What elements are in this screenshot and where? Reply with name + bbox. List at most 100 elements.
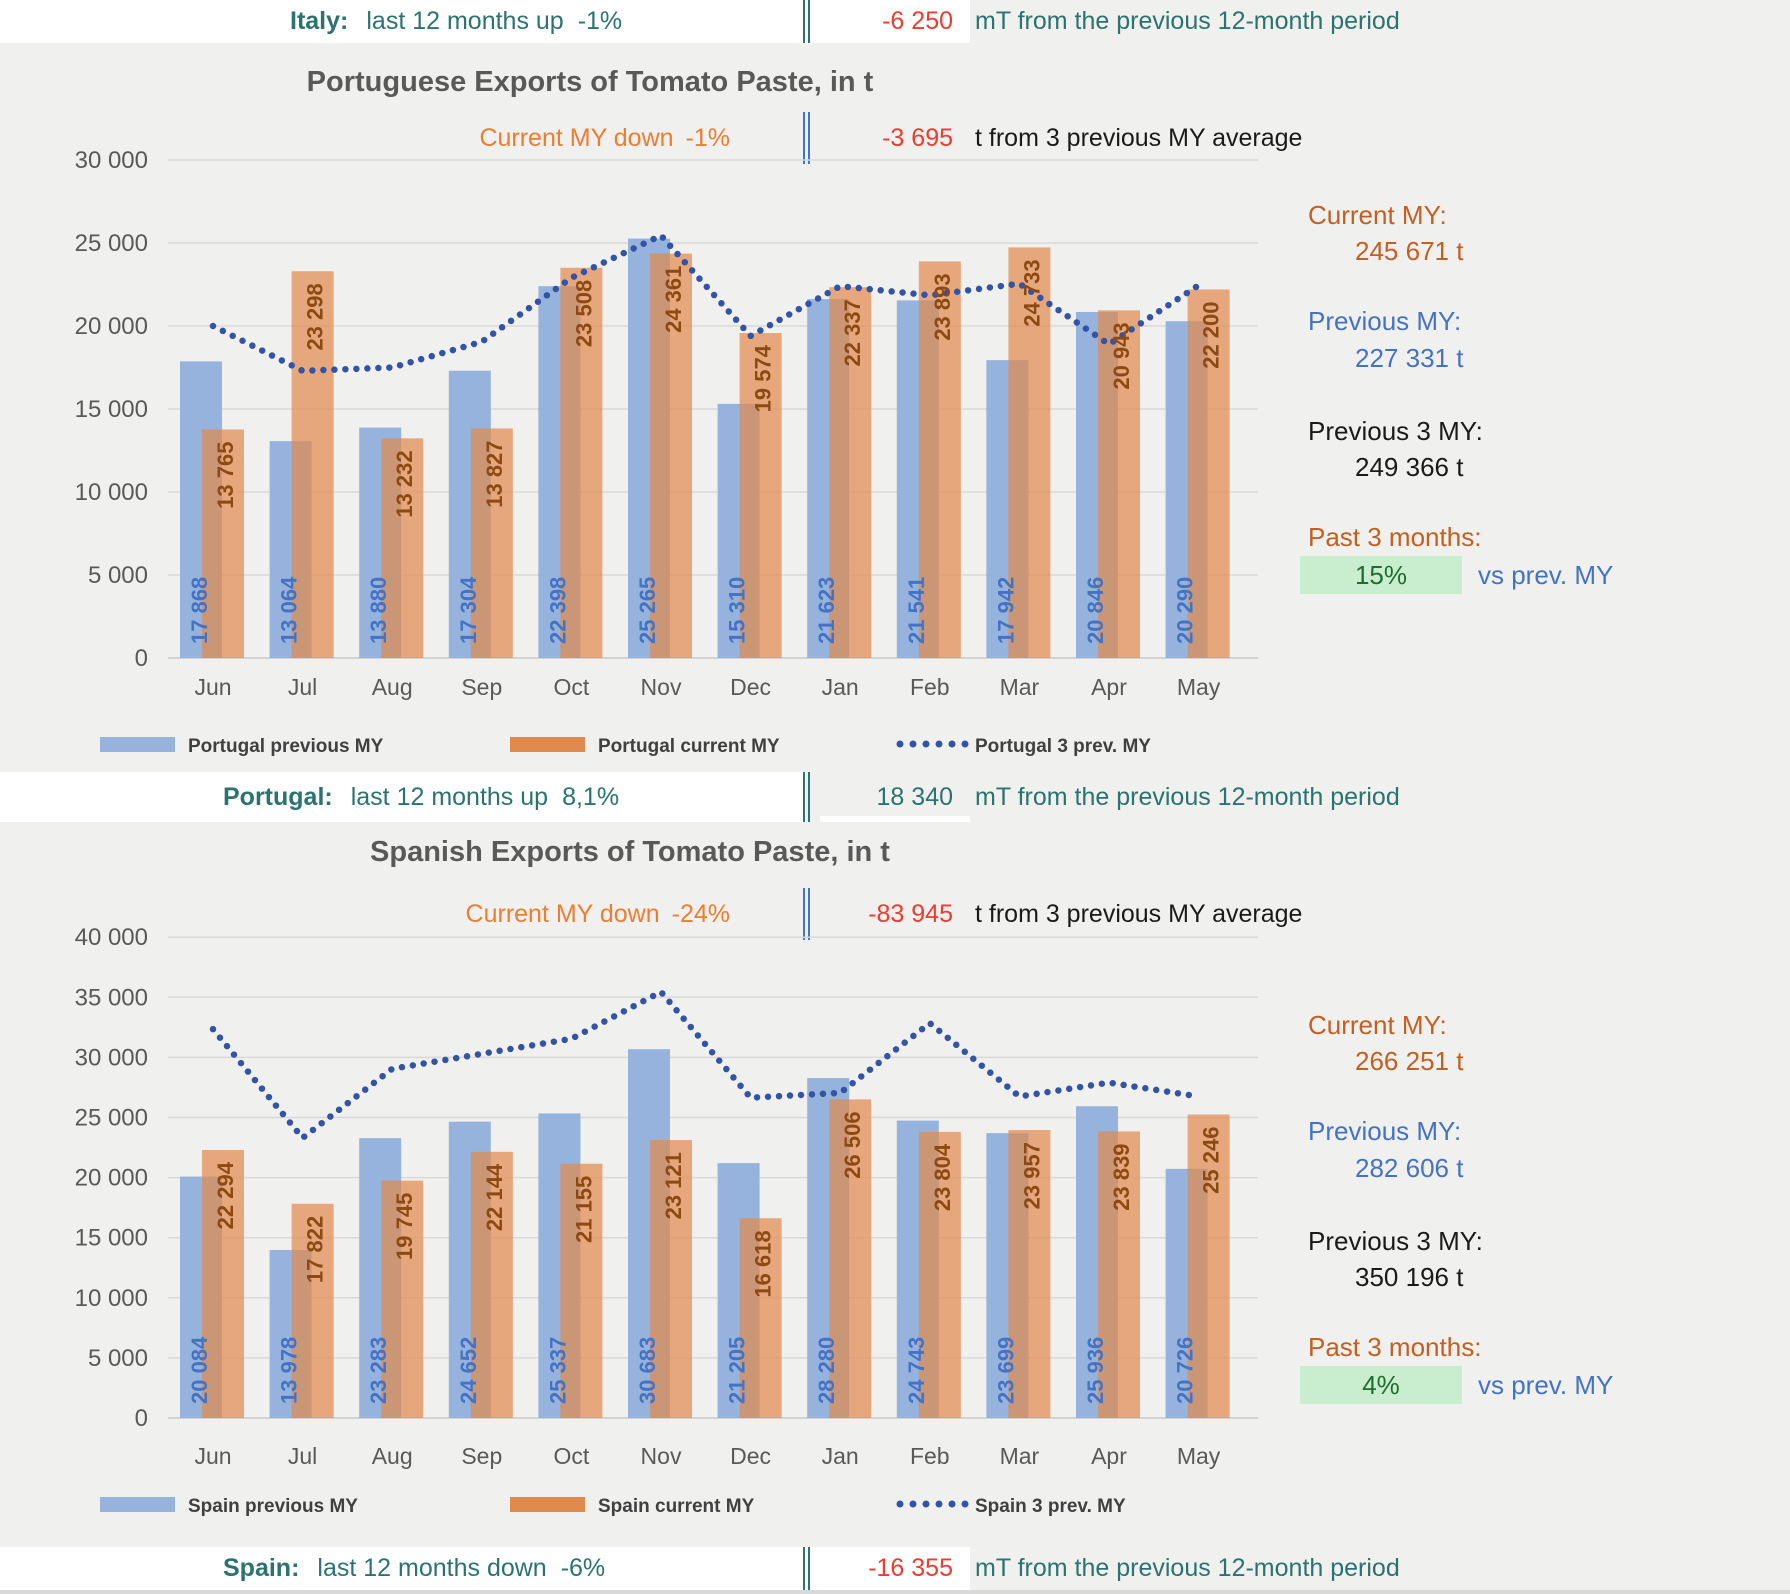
summary-phrase: last 12 months up xyxy=(366,7,564,35)
y-axis-tick-label: 35 000 xyxy=(75,984,148,1011)
legend-dot-avg xyxy=(961,1500,969,1508)
bar-label-current: 23 121 xyxy=(661,1152,686,1219)
legend-dot-avg xyxy=(935,1500,943,1508)
avg-3my-dotted-line xyxy=(209,987,1202,1143)
vs-prev-my-label: vs prev. MY xyxy=(1478,560,1614,590)
legend-dot-avg xyxy=(961,740,969,748)
y-axis-tick-label: 0 xyxy=(135,1405,148,1432)
chart-plot-portugal: 0 5 000 10 000 15 000 20 000 25 000 30 000 17 8… xyxy=(75,150,1258,757)
stat-label-previous-my: Previous MY: xyxy=(1308,1116,1462,1146)
y-axis-tick-label: 5 000 xyxy=(88,562,148,589)
legend-swatch-current xyxy=(510,1497,585,1512)
x-axis-month-label: May xyxy=(1177,1443,1221,1469)
x-axis-month-label: Jun xyxy=(194,674,231,700)
legend-dot-avg xyxy=(896,1500,904,1508)
bar-label-current: 22 294 xyxy=(213,1161,238,1229)
legend-dot-avg xyxy=(909,1500,917,1508)
stat-label-current-my: Current MY: xyxy=(1308,1010,1447,1040)
bar-label-current: 19 574 xyxy=(751,344,776,412)
bar-current-my-sep xyxy=(470,428,513,658)
y-axis-tick-label: 10 000 xyxy=(75,1285,148,1312)
chart-subtitle-divider xyxy=(803,888,810,940)
bar-label-current: 25 246 xyxy=(1199,1127,1224,1194)
summary-percent: 8,1% xyxy=(562,783,620,811)
stat-label-past-3-months: Past 3 months: xyxy=(1308,1332,1482,1362)
chart-title-spain: Spanish Exports of Tomato Paste, in t xyxy=(370,836,890,868)
legend-swatch-previous xyxy=(100,737,175,752)
stat-value: 249 366 t xyxy=(1355,452,1464,482)
chart-subtitle-trend-text: Current MY down xyxy=(465,900,660,928)
bar-current-my-jan xyxy=(829,1099,872,1418)
y-axis-tick-label: 15 000 xyxy=(75,1225,148,1252)
summary-percent: -6% xyxy=(560,1554,606,1582)
x-axis-month-label: Oct xyxy=(554,674,590,700)
bar-current-my-jul xyxy=(291,1203,334,1418)
y-axis-tick-label: 10 000 xyxy=(75,479,148,506)
x-axis-month-label: Nov xyxy=(641,674,682,700)
bar-label-previous: 17 942 xyxy=(993,577,1018,644)
bar-current-my-aug xyxy=(381,1180,424,1418)
bar-label-previous: 30 683 xyxy=(635,1337,660,1404)
stat-value: 227 331 t xyxy=(1355,343,1464,373)
bar-label-previous: 15 310 xyxy=(725,577,750,644)
x-axis-month-label: Feb xyxy=(910,1443,950,1469)
chart-subtitle-delta: -3 695 xyxy=(882,124,953,152)
bar-label-current: 13 827 xyxy=(482,440,507,507)
bar-label-current: 19 745 xyxy=(392,1193,417,1260)
bar-label-current: 22 144 xyxy=(482,1163,507,1231)
bar-label-current: 13 232 xyxy=(392,450,417,517)
summary-phrase: last 12 months down xyxy=(317,1554,547,1582)
vs-prev-my-label: vs prev. MY xyxy=(1478,1370,1614,1400)
past-3-months-percent-badge: 15% xyxy=(1300,556,1462,594)
bar-label-previous: 21 541 xyxy=(904,577,929,644)
stat-value: 350 196 t xyxy=(1355,1262,1464,1292)
legend-swatch-previous xyxy=(100,1497,175,1512)
summary-divider-line xyxy=(803,0,810,43)
avg-3my-dotted-line xyxy=(209,231,1202,375)
summary-delta-value: -16 355 xyxy=(868,1554,953,1582)
y-axis-tick-label: 40 000 xyxy=(75,924,148,951)
bar-label-previous: 21 623 xyxy=(814,577,839,644)
bar-label-previous: 24 652 xyxy=(456,1337,481,1404)
bar-label-current: 23 839 xyxy=(1109,1143,1134,1210)
chart-subtitle-suffix: t from 3 previous MY average xyxy=(975,124,1303,152)
bar-current-my-mar xyxy=(1008,247,1051,658)
summary-row-white-cell xyxy=(0,772,806,822)
legend-dot-avg xyxy=(948,1500,956,1508)
bar-label-previous: 23 699 xyxy=(993,1337,1018,1404)
bar-current-my-nov xyxy=(650,253,692,658)
x-axis-month-label: Nov xyxy=(641,1443,682,1469)
stat-value: 245 671 t xyxy=(1355,236,1464,266)
x-axis-month-label: Sep xyxy=(461,1443,502,1469)
bar-label-previous: 13 064 xyxy=(277,576,302,644)
stat-label-past-3-months: Past 3 months: xyxy=(1308,522,1482,552)
stat-label-current-my: Current MY: xyxy=(1308,200,1447,230)
legend-dot-avg xyxy=(935,740,943,748)
bar-label-current: 22 200 xyxy=(1199,301,1224,368)
y-axis-tick-label: 25 000 xyxy=(75,1105,148,1132)
legend-dot-avg xyxy=(922,740,930,748)
y-axis-tick-label: 15 000 xyxy=(75,396,148,423)
summary-delta-underline xyxy=(820,816,970,822)
stat-label-previous-my: Previous MY: xyxy=(1308,306,1462,336)
chart-subtitle-suffix: t from 3 previous MY average xyxy=(975,900,1303,928)
legend-label-previous: Spain previous MY xyxy=(188,1496,358,1517)
x-axis-month-label: Mar xyxy=(1000,1443,1040,1469)
bar-label-previous: 13 880 xyxy=(366,577,391,644)
bar-label-current: 24 361 xyxy=(661,266,686,333)
bar-current-my-sep xyxy=(470,1151,513,1418)
legend-label-current: Spain current MY xyxy=(598,1496,755,1517)
stat-value: 266 251 t xyxy=(1355,1046,1464,1076)
x-axis-month-label: Jul xyxy=(288,1443,317,1469)
summary-delta-value: 18 340 xyxy=(876,783,953,811)
bar-label-current: 22 337 xyxy=(840,299,865,366)
bar-current-my-aug xyxy=(381,438,424,658)
x-axis-month-label: Apr xyxy=(1091,1443,1127,1469)
bar-label-previous: 20 290 xyxy=(1173,577,1198,644)
bar-label-previous: 20 726 xyxy=(1173,1337,1198,1404)
legend-swatch-current xyxy=(510,737,585,752)
x-axis-month-label: Sep xyxy=(461,674,502,700)
summary-divider-line xyxy=(803,1547,810,1590)
summary-phrase: last 12 months up xyxy=(350,783,549,811)
